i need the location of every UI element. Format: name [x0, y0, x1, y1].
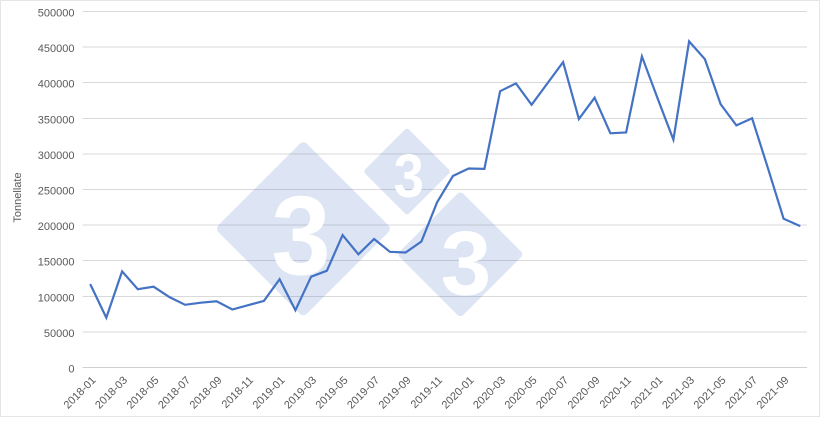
svg-text:Tonnellate: Tonnellate	[12, 172, 24, 222]
svg-text:3: 3	[271, 173, 330, 298]
svg-text:3: 3	[441, 213, 491, 314]
svg-text:300000: 300000	[38, 150, 75, 162]
svg-text:50000: 50000	[44, 328, 75, 340]
svg-text:3: 3	[394, 142, 424, 211]
svg-text:350000: 350000	[38, 114, 75, 126]
svg-text:250000: 250000	[38, 186, 75, 198]
svg-text:100000: 100000	[38, 292, 75, 304]
svg-text:450000: 450000	[38, 43, 75, 55]
svg-text:500000: 500000	[38, 8, 75, 20]
svg-text:0: 0	[68, 364, 74, 376]
svg-text:200000: 200000	[38, 221, 75, 233]
svg-text:150000: 150000	[38, 257, 75, 269]
svg-text:400000: 400000	[38, 79, 75, 91]
